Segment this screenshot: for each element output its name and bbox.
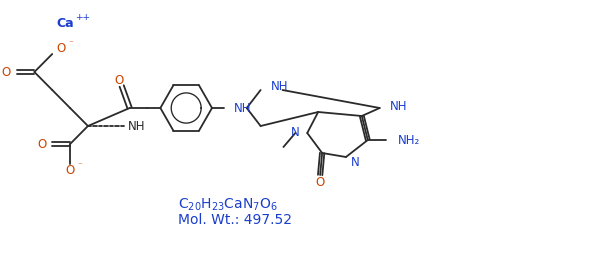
- Text: O: O: [114, 74, 124, 86]
- Text: NH₂: NH₂: [398, 133, 420, 146]
- Text: Mol. Wt.: 497.52: Mol. Wt.: 497.52: [179, 213, 293, 227]
- Text: O: O: [66, 163, 75, 176]
- Text: O: O: [56, 41, 66, 55]
- Text: C$_{20}$H$_{23}$CaN$_{7}$O$_{6}$: C$_{20}$H$_{23}$CaN$_{7}$O$_{6}$: [179, 197, 278, 213]
- Text: N: N: [351, 156, 359, 169]
- Text: O: O: [316, 176, 325, 189]
- Text: NH: NH: [234, 102, 251, 115]
- Text: N: N: [291, 127, 299, 139]
- Text: NH: NH: [390, 99, 407, 112]
- Text: O: O: [1, 66, 11, 79]
- Text: ++: ++: [75, 13, 90, 22]
- Text: Ca: Ca: [56, 17, 74, 30]
- Text: NH: NH: [270, 80, 288, 92]
- Text: O: O: [37, 138, 47, 151]
- Text: ⁻: ⁻: [78, 162, 82, 170]
- Text: ⁻: ⁻: [68, 39, 73, 49]
- Text: NH: NH: [128, 120, 146, 133]
